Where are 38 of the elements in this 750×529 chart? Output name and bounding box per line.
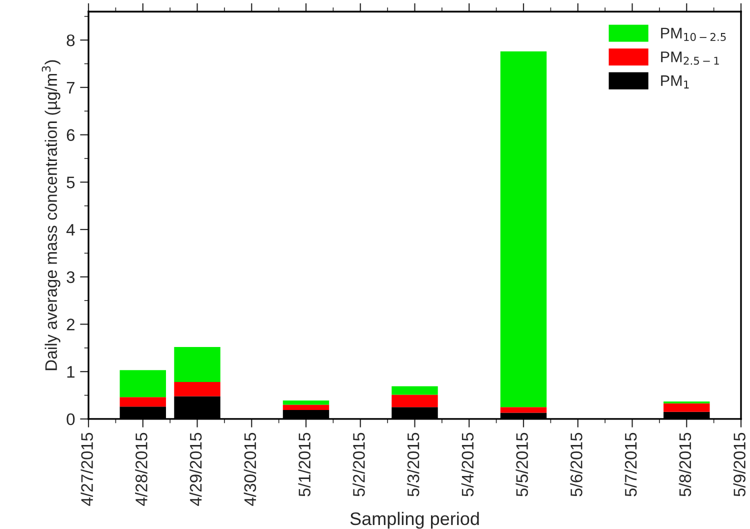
bar <box>282 400 330 405</box>
y-tick-label: 6 <box>66 129 75 141</box>
x-tick-label: 5/4/2015 <box>461 432 474 496</box>
legend-label: PM$_{2.5−1}$ <box>661 52 719 65</box>
x-tick-label: 5/3/2015 <box>406 432 420 496</box>
bar <box>392 394 438 408</box>
y-tick-label: 7 <box>66 82 74 94</box>
y-axis-title: Daily average mass concentration (µg/m$^{3}$) <box>42 60 60 370</box>
y-tick-label: 3 <box>66 271 75 284</box>
y-tick-label: 1 <box>67 366 74 378</box>
x-tick-label: 4/27/2015 <box>80 432 93 506</box>
bar <box>120 370 166 398</box>
bar <box>664 403 710 412</box>
bar <box>500 51 547 408</box>
x-tick-label: 5/8/2015 <box>678 432 692 496</box>
y-tick-label: 0 <box>66 413 75 426</box>
x-tick-label: 5/1/2015 <box>298 432 310 496</box>
bar <box>120 397 166 407</box>
x-tick-label: 5/2/2015 <box>352 432 365 496</box>
x-tick-label: 5/5/2015 <box>516 432 528 496</box>
x-tick-label: 4/29/2015 <box>189 432 202 506</box>
x-axis-title: Sampling period <box>350 512 479 529</box>
x-tick-label: 5/6/2015 <box>570 432 582 496</box>
legend-label: PM$_{10−2.5}$ <box>661 28 726 41</box>
y-tick-label: 4 <box>66 224 75 236</box>
x-tick-label: 4/30/2015 <box>244 432 256 506</box>
bar <box>392 386 438 395</box>
y-tick-label: 8 <box>66 34 75 46</box>
bar <box>174 382 220 396</box>
bar <box>500 407 547 413</box>
x-tick-label: 5/7/2015 <box>624 432 637 496</box>
x-tick-label: 5/9/2015 <box>733 432 746 496</box>
bar <box>174 346 220 382</box>
y-tick-label: 5 <box>66 176 75 188</box>
legend-label: PM$_{1}$ <box>661 75 689 88</box>
x-tick-label: 4/28/2015 <box>135 432 148 506</box>
y-tick-label: 2 <box>66 318 74 330</box>
bar <box>282 404 330 410</box>
